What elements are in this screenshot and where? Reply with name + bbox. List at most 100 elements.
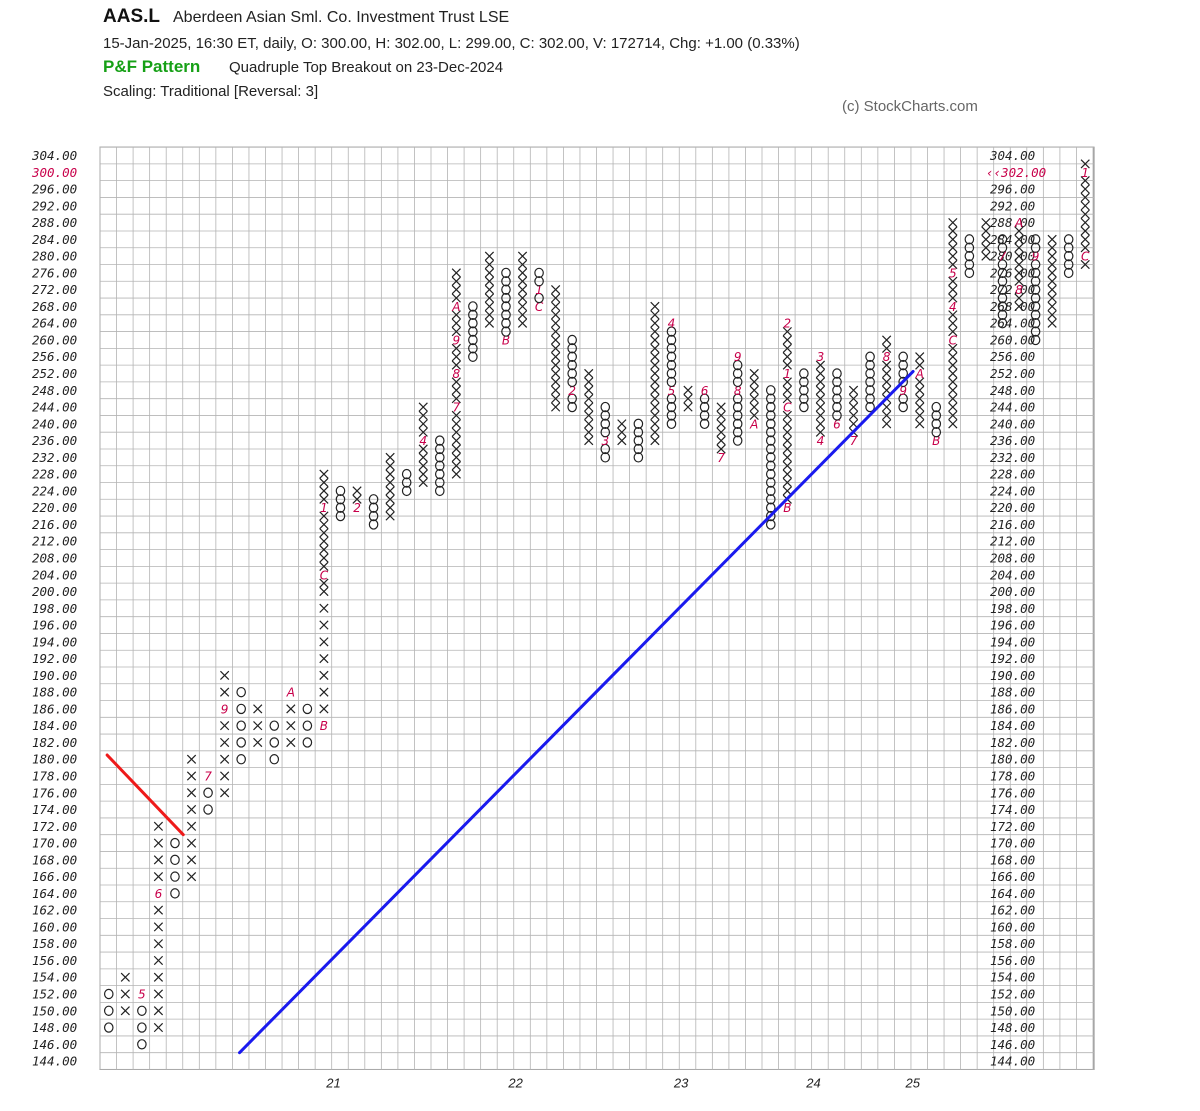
x-mark [981, 234, 991, 244]
month-marker: 9 [453, 333, 461, 347]
x-mark [882, 335, 892, 345]
month-marker: 5 [138, 988, 146, 1002]
y-tick-label-right: 268.00 [990, 299, 1035, 314]
x-year-label: 23 [673, 1075, 689, 1090]
x-mark [451, 268, 461, 278]
y-tick-label-left: 188.00 [32, 685, 77, 700]
x-mark [385, 461, 395, 471]
x-mark [484, 276, 495, 286]
x-mark [815, 377, 826, 387]
x-mark [319, 578, 329, 588]
x-mark [385, 511, 395, 521]
o-mark [666, 359, 677, 371]
x-mark [650, 326, 660, 337]
x-mark [551, 301, 561, 312]
x-column: A [286, 686, 296, 748]
o-mark [666, 410, 677, 421]
x-mark [882, 360, 892, 370]
x-column: 6 [153, 821, 164, 1033]
x-mark [451, 326, 461, 337]
o-mark [832, 385, 842, 396]
y-tick-label-right: 196.00 [990, 618, 1035, 633]
x-mark [484, 251, 495, 261]
y-tick-label-left: 180.00 [32, 752, 77, 767]
x-column [120, 972, 130, 1016]
o-mark [997, 259, 1008, 270]
o-mark [666, 418, 677, 430]
x-mark [882, 402, 892, 412]
x-column: 7 [848, 385, 859, 448]
x-mark [153, 905, 164, 915]
o-mark [567, 368, 577, 379]
y-tick-label-right: 216.00 [990, 517, 1035, 532]
copyright-label: (c) StockCharts.com [842, 98, 978, 115]
y-tick-label-left: 164.00 [32, 886, 77, 901]
o-mark [964, 267, 975, 279]
o-mark [765, 418, 776, 430]
y-tick-label-left: 276.00 [32, 265, 77, 280]
x-mark [484, 318, 495, 328]
x-mark [517, 285, 528, 295]
o-mark [898, 376, 908, 388]
o-mark [865, 359, 875, 371]
o-mark [732, 418, 743, 430]
x-mark [517, 259, 528, 270]
o-mark [335, 494, 346, 505]
month-marker: 5 [668, 384, 676, 398]
y-tick-label-right: 292.00 [990, 198, 1035, 213]
o-mark [765, 393, 776, 404]
x-mark [650, 385, 660, 395]
x-mark [220, 737, 230, 748]
x-mark [551, 285, 561, 295]
x-column: 2 [352, 486, 362, 515]
x-mark [782, 452, 792, 462]
x-mark [551, 310, 561, 320]
x-mark [319, 653, 329, 664]
x-mark [1080, 243, 1090, 253]
month-marker: A [451, 300, 460, 314]
o-mark [765, 510, 776, 522]
y-tick-label-left: 178.00 [32, 768, 77, 783]
y-tick-label-left: 288.00 [32, 215, 77, 230]
x-mark [1014, 301, 1024, 312]
symbol-title: AAS.L [103, 6, 160, 27]
x-mark [948, 402, 958, 412]
o-mark [765, 385, 776, 396]
o-mark [633, 418, 644, 430]
o-mark [997, 309, 1008, 321]
o-mark [468, 343, 478, 354]
y-tick-label-right: 172.00 [990, 819, 1035, 834]
o-mark [302, 720, 313, 731]
y-tick-label-right: 176.00 [990, 785, 1035, 800]
x-mark [517, 301, 528, 312]
y-tick-label-left: 150.00 [32, 1003, 77, 1018]
x-mark [385, 494, 395, 504]
x-mark [153, 821, 164, 831]
o-mark [997, 234, 1008, 245]
y-tick-label-right: 194.00 [990, 634, 1035, 649]
o-mark [997, 318, 1008, 329]
x-mark [650, 360, 660, 370]
x-mark [253, 737, 263, 748]
y-tick-label-left: 154.00 [32, 970, 77, 985]
o-mark [236, 754, 246, 765]
o-column: 54 [666, 317, 677, 430]
x-mark [551, 318, 561, 328]
x-mark [981, 226, 991, 236]
x-mark [948, 234, 958, 244]
x-mark [1080, 176, 1090, 186]
x-mark [1047, 243, 1057, 253]
o-mark [103, 1022, 114, 1033]
x-mark [848, 410, 859, 421]
x-mark [186, 754, 197, 764]
month-marker: 6 [701, 384, 709, 398]
x-mark [782, 477, 792, 488]
o-mark [1030, 267, 1041, 279]
o-column [799, 368, 809, 413]
x-mark [551, 343, 561, 353]
o-mark [1030, 309, 1041, 321]
x-mark [551, 377, 561, 387]
o-mark [931, 410, 942, 421]
x-mark [451, 285, 461, 295]
o-mark [501, 284, 511, 295]
